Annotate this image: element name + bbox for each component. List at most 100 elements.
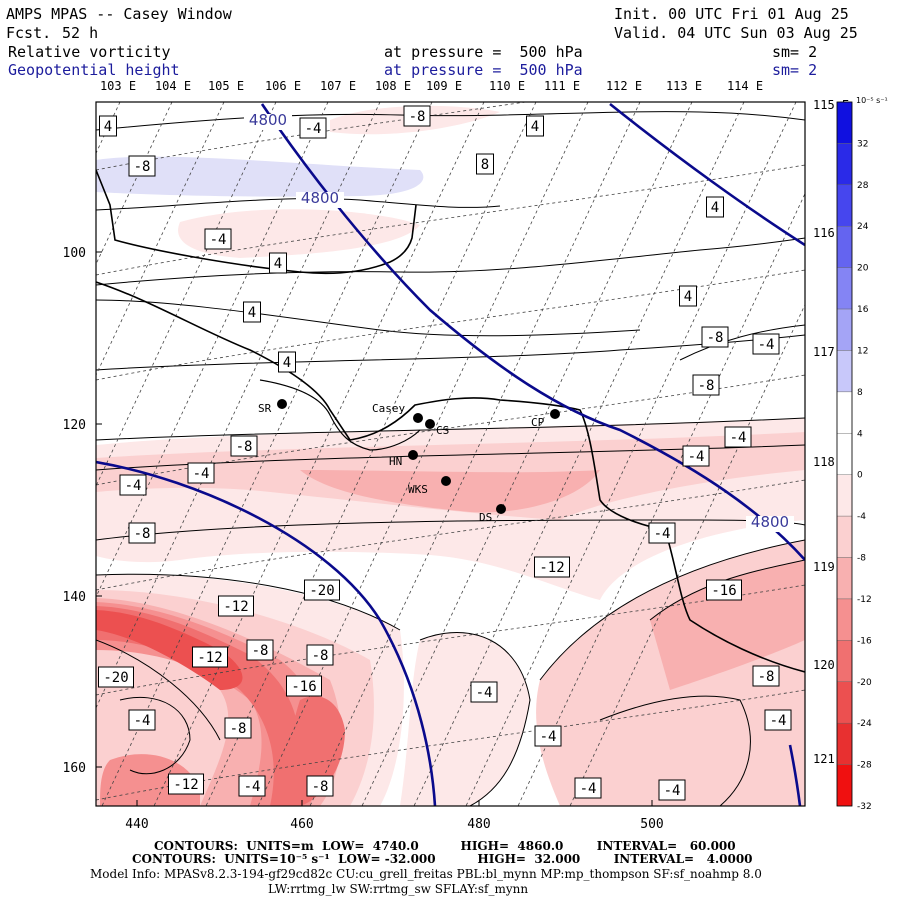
vorticity-label-box <box>724 426 752 448</box>
map-title: AMPS MPAS -- Casey Window <box>6 5 232 23</box>
longitude-label-top: 106 E <box>265 79 301 93</box>
vorticity-label: -4 <box>730 430 747 446</box>
vorticity-label: 4 <box>684 289 692 305</box>
height-contour <box>609 102 805 247</box>
y-tick-label: 160 <box>63 761 86 776</box>
y-tick-label: 140 <box>63 590 86 605</box>
longitude-label-top: 111 E <box>544 79 580 93</box>
vorticity-label: -4 <box>540 729 557 745</box>
vorticity-label: -8 <box>236 439 253 455</box>
colorbar-segment <box>836 681 853 724</box>
vorticity-label-box <box>658 779 686 801</box>
vorticity-contour <box>649 559 805 621</box>
vorticity-label: 4 <box>248 305 256 321</box>
vorticity-label-box <box>286 675 322 697</box>
longitude-label-top: 108 E <box>375 79 411 93</box>
vorticity-label-box <box>187 462 215 484</box>
vorticity-label-box <box>706 579 742 601</box>
vorticity-label: -20 <box>309 583 334 599</box>
vorticity-label: -20 <box>103 670 128 686</box>
field2-level: at pressure = 500 hPa <box>384 61 583 79</box>
vorticity-label-box <box>692 374 720 396</box>
vorticity-label: -12 <box>223 599 248 615</box>
vorticity-label: -8 <box>230 721 247 737</box>
vorticity-label-box <box>98 666 134 688</box>
vorticity-label: 4 <box>711 200 719 216</box>
vorticity-contour <box>419 632 531 806</box>
colorbar-unit: 10⁻⁵ s⁻¹ <box>856 96 888 105</box>
station-label: SR <box>258 402 272 415</box>
colorbar-label: 12 <box>857 346 868 356</box>
station-label: CP <box>531 416 545 429</box>
vorticity-label: -8 <box>698 378 715 394</box>
longitude-label-top: 103 E <box>100 79 136 93</box>
station-dot <box>550 409 560 419</box>
footer-height-contours: CONTOURS: UNITS=m LOW= 4740.0 HIGH= 4860… <box>154 839 736 853</box>
colorbar-segment <box>836 143 853 186</box>
vorticity-label-box <box>526 115 544 137</box>
valid-time: Valid. 04 UTC Sun 03 Aug 25 <box>614 24 858 42</box>
colorbar-label: 28 <box>857 181 869 191</box>
colorbar-segment <box>836 598 853 641</box>
positive-vorticity-patch <box>96 156 424 197</box>
longitude-label-top: 113 E <box>666 79 702 93</box>
field1-smoothing: sm= 2 <box>772 43 818 61</box>
vorticity-label-box <box>128 155 156 177</box>
vorticity-label: 4 <box>104 119 112 135</box>
field2-name: Geopotential height <box>8 61 180 79</box>
x-tick-label: 440 <box>125 817 148 832</box>
vorticity-label-box <box>299 117 327 139</box>
vorticity-label: -8 <box>312 648 329 664</box>
vorticity-label: -12 <box>539 560 564 576</box>
latitude-gridline <box>96 584 805 696</box>
coastline <box>259 379 421 451</box>
colorbar-segment <box>836 557 853 600</box>
vorticity-label: 4 <box>274 256 282 272</box>
vorticity-label-box <box>128 522 156 544</box>
station-label: HN <box>389 455 402 468</box>
colorbar-segment <box>836 391 853 434</box>
vorticity-label-box <box>192 646 228 668</box>
vorticity-label-box <box>243 301 261 323</box>
station-label: DS <box>479 511 492 524</box>
neg-vorticity-region <box>650 560 805 690</box>
height-label-bg <box>746 516 794 532</box>
colorbar-label: -8 <box>857 554 866 564</box>
station-dot <box>413 413 423 423</box>
longitude-label-top: 114 E <box>727 79 763 93</box>
vorticity-contour <box>96 299 641 337</box>
vorticity-label-box <box>204 228 232 250</box>
vorticity-label-box <box>470 681 498 703</box>
vorticity-label-box <box>679 285 697 307</box>
colorbar-label: 32 <box>857 139 868 149</box>
longitude-label-top: 105 E <box>208 79 244 93</box>
neg-vorticity-patch <box>178 209 420 258</box>
vorticity-label-box <box>534 725 562 747</box>
vorticity-label: -4 <box>210 232 227 248</box>
colorbar-segment <box>836 350 853 393</box>
station-dot <box>277 399 287 409</box>
colorbar-label: 16 <box>857 305 869 315</box>
vorticity-label: -4 <box>654 526 671 542</box>
colorbar-label: -24 <box>857 719 872 729</box>
colorbar-segment <box>836 101 853 144</box>
longitude-label-top: 107 E <box>320 79 356 93</box>
vorticity-label: -4 <box>193 466 210 482</box>
vorticity-label-box <box>764 709 792 731</box>
vorticity-label: -4 <box>125 478 142 494</box>
vorticity-label: 4 <box>283 355 291 371</box>
height-label-bg <box>244 114 292 130</box>
vorticity-label: -4 <box>305 121 322 137</box>
height-label: 4800 <box>249 111 287 129</box>
vorticity-label-box <box>128 709 156 731</box>
station-label: WKS <box>408 483 428 496</box>
vorticity-label-box <box>752 333 780 355</box>
latitude-gridline <box>96 164 805 276</box>
vorticity-contour <box>96 573 401 631</box>
longitude-label-top: 112 E <box>606 79 642 93</box>
latitude-gridline <box>96 374 805 486</box>
vorticity-label: -4 <box>664 783 681 799</box>
vorticity-label: -4 <box>688 449 705 465</box>
plot-frame <box>95 101 806 807</box>
colorbar-label: 4 <box>857 429 863 439</box>
